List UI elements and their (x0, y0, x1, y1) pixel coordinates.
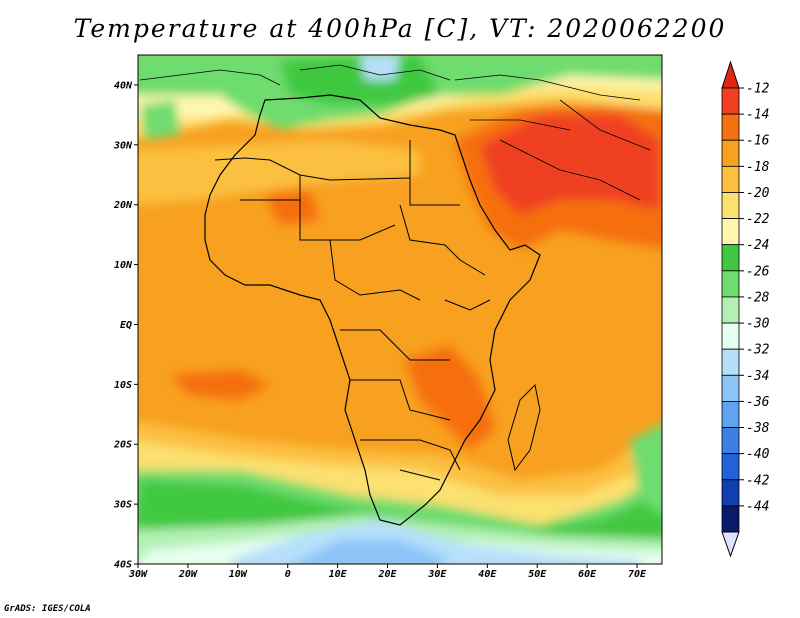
colorbar-swatch (721, 427, 740, 455)
colorbar-label: -42 (746, 473, 770, 488)
colorbar-swatch (721, 479, 740, 507)
colorbar-label: -20 (746, 186, 770, 201)
colorbar-swatch (721, 322, 740, 350)
colorbar: -12 -14 -16 -18 -20 -22 -24 -26 -28 -30 -32 -34 -36 -… (721, 60, 770, 558)
lon-tick-label: 10W (229, 569, 248, 580)
colorbar-swatch (721, 270, 740, 298)
lon-tick-label: 10E (329, 569, 348, 580)
colorbar-swatch (721, 348, 740, 376)
lat-tick-label: 10S (114, 380, 132, 391)
colorbar-label: -32 (746, 343, 770, 358)
colorbar-label: -38 (746, 421, 770, 436)
colorbar-label: -14 (746, 108, 769, 123)
colorbar-label: -36 (746, 395, 770, 410)
colorbar-swatch (721, 401, 740, 428)
colorbar-label: -18 (746, 160, 770, 175)
lat-tick-label: 40N (114, 80, 133, 91)
colorbar-swatch (721, 87, 740, 115)
lon-tick-label: 30W (128, 569, 148, 580)
lon-tick-label: 40E (478, 569, 497, 580)
lon-tick-label: 60E (578, 569, 597, 580)
longitude-axis: 30W 20W 10W 0 10E 20E 30E 40E 50E 60E 70E (128, 564, 647, 580)
colorbar-label: -26 (746, 264, 770, 279)
colorbar-swatch (721, 113, 740, 141)
colorbar-label: -44 (746, 499, 769, 514)
temperature-field (138, 55, 662, 564)
lon-tick-label: 0 (285, 569, 291, 580)
lon-tick-label: 30E (427, 569, 447, 580)
colorbar-swatch (721, 505, 740, 533)
colorbar-top-arrow (721, 60, 740, 89)
colorbar-swatch (721, 218, 740, 246)
colorbar-label: -24 (746, 238, 769, 253)
lat-tick-label: 30N (113, 140, 133, 151)
lon-tick-label: 50E (528, 569, 547, 580)
colorbar-label: -28 (746, 290, 770, 305)
colorbar-label: -12 (746, 82, 770, 97)
latitude-axis: 40N 30N 20N 10N EQ 10S 20S 30S 40S (113, 80, 138, 571)
lat-tick-label: EQ (120, 320, 132, 331)
lon-tick-label: 70E (628, 569, 647, 580)
colorbar-swatch (721, 244, 740, 272)
colorbar-label: -34 (746, 369, 769, 384)
colorbar-bottom-arrow (721, 531, 740, 558)
lon-tick-label: 20E (377, 569, 397, 580)
colorbar-label: -40 (746, 447, 770, 462)
colorbar-swatch (721, 296, 740, 324)
colorbar-swatch (721, 192, 740, 219)
lat-tick-label: 20S (113, 440, 132, 451)
lat-tick-label: 40S (114, 560, 132, 571)
lat-tick-label: 30S (113, 500, 132, 511)
map-frame (137, 54, 663, 565)
colorbar-swatch (721, 139, 740, 167)
map-title: Temperature at 400hPa [C], VT: 202006220… (73, 14, 727, 43)
coastlines (139, 64, 651, 526)
colorbar-label: -30 (746, 317, 770, 332)
colorbar-label: -16 (746, 134, 770, 149)
lon-tick-label: 20W (178, 569, 198, 580)
colorbar-swatch (721, 165, 740, 193)
grads-credit: GrADS: IGES/COLA (4, 604, 91, 614)
lat-tick-label: 20N (113, 200, 133, 211)
colorbar-swatch (721, 453, 740, 481)
colorbar-label: -22 (746, 212, 770, 227)
lat-tick-label: 10N (114, 260, 133, 271)
colorbar-swatch (721, 374, 740, 402)
